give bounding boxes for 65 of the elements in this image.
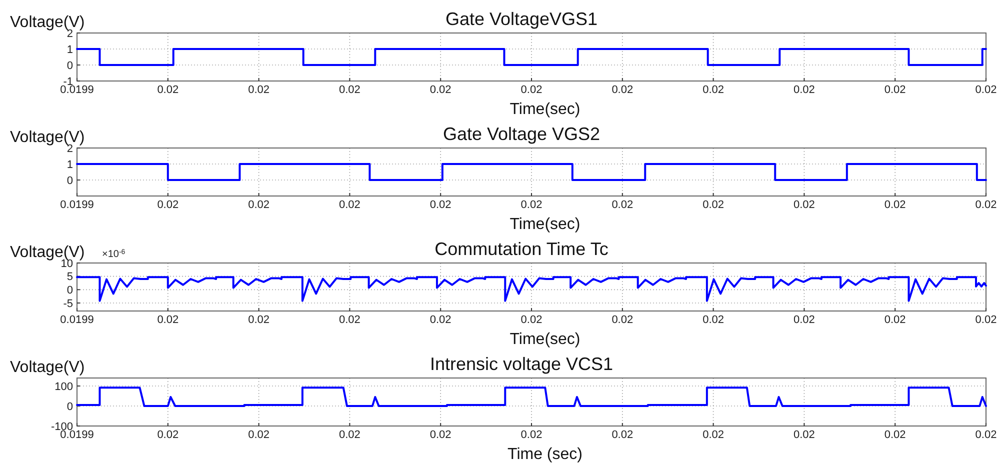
x-tick-label: 0.02 [612,199,634,211]
x-tick-label: 0.02 [430,429,452,441]
x-tick-label: 0.02 [975,199,997,211]
y-tick-label: 1 [66,44,73,56]
x-tick-label: 0.02 [884,199,906,211]
x-tick-label: 0.02 [157,199,179,211]
x-tick-label: 0.02 [520,199,542,211]
chart-title: Intrensic voltage VCS1 [430,354,614,374]
chart-title: Gate Voltage VGS2 [442,124,600,144]
y-tick-label: 0 [66,174,73,187]
x-tick-label: 0.02 [793,84,815,96]
chart-title: Commutation Time Tc [434,239,608,259]
x-tick-label: 0.02 [975,84,997,96]
x-axis-title: Time(sec) [510,331,580,348]
x-tick-label: 0.02 [338,314,360,326]
x-tick-label: 0.02 [338,84,360,96]
x-tick-label: 0.02 [248,429,270,441]
y-tick-label: 0 [66,284,73,297]
x-tick-label: 0.02 [338,199,360,211]
x-tick-label: 0.02 [975,314,997,326]
x-tick-label: 0.02 [702,314,724,326]
x-tick-label: 0.02 [793,199,815,211]
x-tick-label: 0.02 [612,429,634,441]
x-tick-label: 0.02 [248,314,270,326]
y-tick-label: 1 [66,158,73,171]
x-tick-label: 0.02 [520,84,542,96]
x-tick-label: 0.02 [520,314,542,326]
x-axis-title: Time (sec) [508,446,582,463]
x-tick-label: 0.02 [157,84,179,96]
x-axis-title: Time(sec) [510,216,580,233]
x-tick-label: 0.02 [248,199,270,211]
x-tick-label: 0.0199 [60,84,94,96]
x-axis-title: Time(sec) [510,101,580,118]
y-axis-title: Voltage(V) [10,359,85,376]
x-tick-label: 0.02 [430,199,452,211]
y-tick-label: 5 [66,271,73,284]
x-tick-label: 0.02 [248,84,270,96]
x-tick-label: 0.02 [612,314,634,326]
line-series [76,386,987,407]
y-tick-label: 0 [66,400,73,413]
x-tick-label: 0.02 [793,429,815,441]
x-tick-label: 0.02 [884,314,906,326]
x-tick-label: 0.0199 [60,429,94,441]
x-tick-label: 0.0199 [60,199,94,211]
x-tick-label: 0.0199 [60,314,94,326]
text: ×10$^{-6}$ [102,248,126,260]
x-tick-label: 0.02 [975,429,997,441]
x-tick-label: 0.02 [157,429,179,441]
x-tick-label: 0.02 [612,84,634,96]
x-tick-label: 0.02 [884,84,906,96]
x-tick-label: 0.02 [884,429,906,441]
x-tick-label: 0.02 [338,429,360,441]
y-tick-label: 0 [66,60,73,72]
x-tick-label: 0.02 [793,314,815,326]
x-tick-label: 0.02 [702,429,724,441]
x-tick-label: 0.02 [430,84,452,96]
x-tick-label: 0.02 [702,199,724,211]
y-tick-label: 100 [54,380,73,393]
x-tick-label: 0.02 [430,314,452,326]
y-tick-label: -5 [63,298,73,310]
x-tick-label: 0.02 [157,314,179,326]
x-tick-label: 0.02 [702,84,724,96]
x-tick-label: 0.02 [520,429,542,441]
line-series [76,276,987,302]
chart-title: Gate VoltageVGS1 [445,9,598,29]
